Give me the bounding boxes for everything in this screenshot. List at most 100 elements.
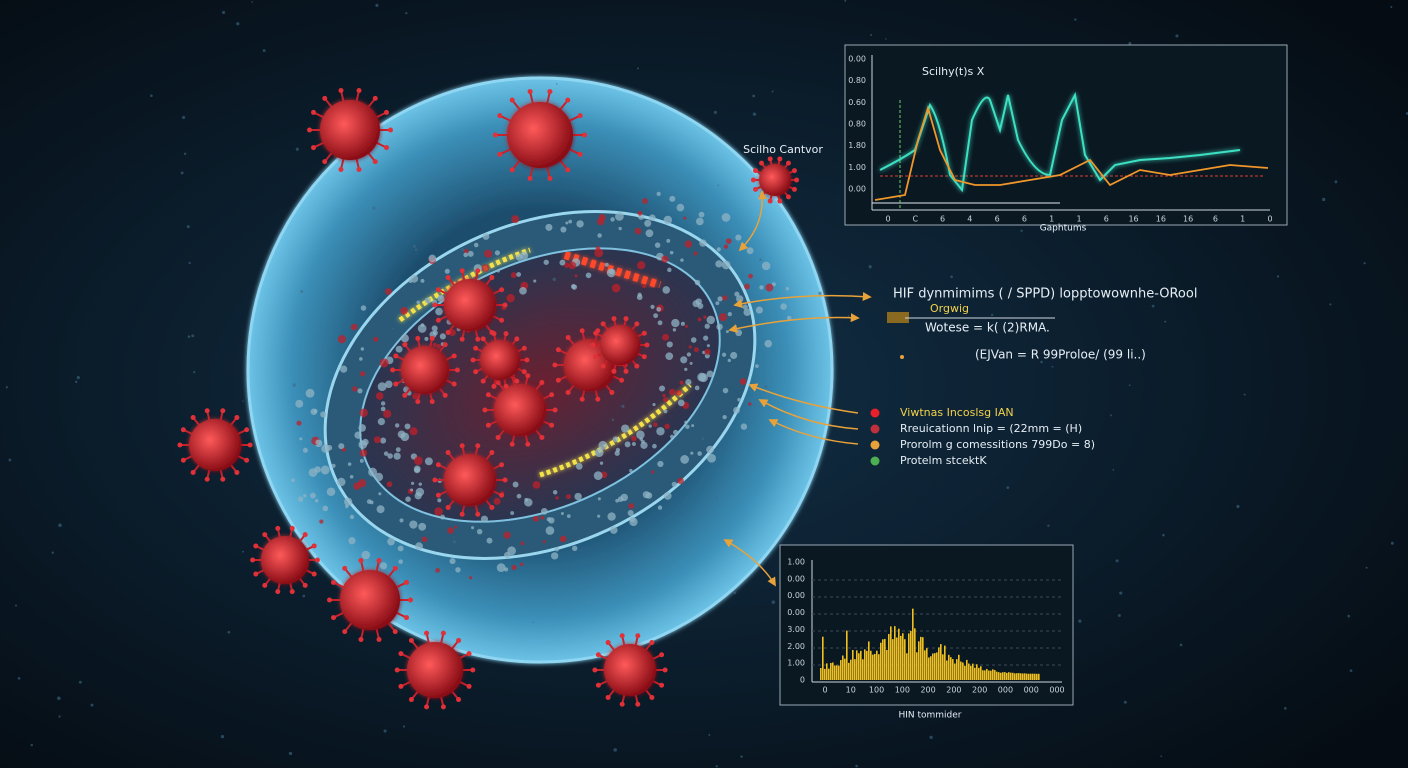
tick-label: 6	[1104, 215, 1109, 224]
virus-knob	[446, 450, 451, 455]
particle	[780, 303, 787, 310]
star	[1322, 198, 1325, 201]
histogram-bar	[922, 637, 924, 680]
histogram-bar	[988, 671, 990, 680]
particle	[678, 400, 685, 407]
particle	[353, 482, 361, 490]
star	[461, 248, 464, 251]
particle	[340, 365, 347, 372]
star	[1116, 559, 1119, 562]
particle	[669, 196, 675, 202]
particle	[433, 343, 437, 347]
particle	[722, 353, 726, 357]
virus-knob	[486, 423, 491, 428]
virus-knob	[482, 408, 487, 413]
histogram-bar	[1038, 674, 1040, 680]
histogram-bar	[910, 631, 912, 680]
star	[1335, 180, 1338, 183]
particle	[605, 263, 609, 267]
virus-knob	[601, 321, 606, 326]
histogram-bar	[886, 650, 888, 680]
virus-knob	[578, 152, 583, 157]
particle	[553, 490, 558, 495]
virus-knob	[373, 96, 378, 101]
virus-knob	[358, 558, 363, 563]
particle	[337, 478, 346, 487]
star	[251, 1, 253, 3]
virus-knob	[181, 458, 186, 463]
particle	[765, 284, 773, 292]
particle	[381, 407, 386, 412]
histogram-bar	[880, 643, 882, 680]
histogram-bar	[836, 665, 838, 680]
tick-label: 6	[940, 215, 945, 224]
virus-knob	[384, 145, 389, 150]
particle	[691, 337, 697, 343]
virus-knob	[177, 443, 182, 448]
particle	[599, 214, 606, 221]
virus-body	[480, 340, 520, 380]
star	[752, 95, 755, 98]
star	[1074, 18, 1076, 20]
particle	[625, 441, 631, 447]
x-ticks: 0C6466116161616610	[885, 215, 1272, 224]
histogram-bar	[1028, 674, 1030, 680]
virus-knob	[595, 397, 600, 402]
histogram-bar	[982, 670, 984, 680]
particle	[698, 317, 702, 321]
histogram-bar	[960, 662, 962, 680]
virus-knob	[460, 512, 465, 517]
particle	[653, 313, 658, 318]
particle	[594, 248, 603, 257]
tick-label: 16	[1183, 215, 1193, 224]
particle	[728, 359, 731, 362]
virus-knob	[606, 695, 611, 700]
virus-knob	[443, 342, 448, 347]
particle	[533, 279, 536, 282]
histogram-bar	[1026, 674, 1028, 680]
particle	[422, 537, 428, 543]
virus-knob	[499, 318, 504, 323]
virus-knob	[593, 354, 598, 359]
particle	[667, 341, 673, 347]
virus-knob	[659, 683, 664, 688]
particle	[350, 475, 354, 479]
particle	[533, 516, 539, 522]
particle	[359, 409, 367, 417]
virus-knob	[312, 572, 317, 577]
particle	[440, 295, 444, 299]
particle	[477, 529, 482, 534]
histogram-bar	[984, 670, 986, 680]
particle	[642, 284, 646, 288]
particle	[398, 559, 403, 564]
particle	[689, 345, 692, 348]
particle	[447, 527, 454, 534]
particle	[646, 229, 654, 237]
particle	[449, 558, 455, 564]
virus-knob	[244, 458, 249, 463]
particle	[717, 296, 722, 301]
particle	[555, 496, 558, 499]
virus-knob	[499, 287, 504, 292]
particle	[519, 287, 527, 295]
histogram-bar	[872, 655, 874, 680]
particle	[291, 478, 295, 482]
x-axis-label: Gaphtums	[1040, 224, 1087, 234]
star	[1052, 366, 1054, 368]
particle	[597, 515, 600, 518]
star	[91, 704, 94, 707]
particle	[600, 461, 603, 464]
particle	[387, 538, 395, 546]
particle	[748, 274, 753, 279]
histogram-bar	[832, 662, 834, 680]
histogram-bar	[920, 637, 922, 680]
particle	[360, 459, 364, 463]
particle	[370, 500, 374, 504]
tick-label: 0.00	[848, 54, 866, 63]
particle	[345, 505, 349, 509]
star	[413, 245, 416, 248]
particle	[612, 284, 621, 293]
particle	[380, 562, 387, 569]
virus-knob	[549, 392, 554, 397]
particle	[641, 440, 645, 444]
